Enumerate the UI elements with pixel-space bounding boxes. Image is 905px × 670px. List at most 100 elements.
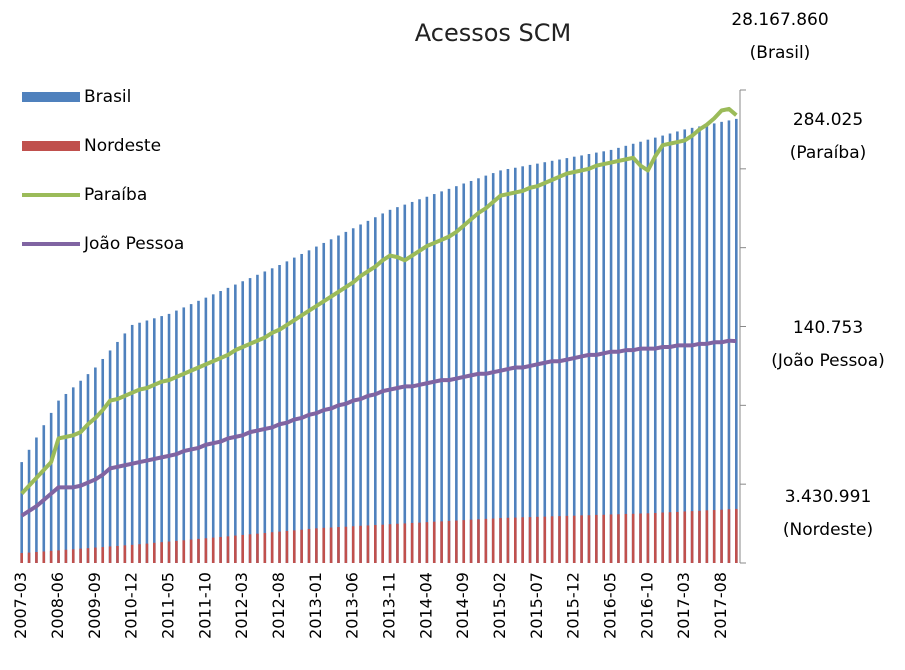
bar [639,141,642,563]
bar [175,540,178,563]
bar [300,253,303,563]
bar [477,178,480,563]
bar [381,213,384,563]
bar [278,531,281,563]
bar [359,525,362,563]
bar [35,437,38,563]
chart-title: Acessos SCM [415,19,571,47]
bar [366,220,370,563]
bar [462,183,466,563]
x-tick-label: 2013-11 [380,572,399,639]
bar [550,516,554,563]
bar [226,287,230,563]
bar [219,536,222,563]
bar [42,551,46,563]
bar [182,307,186,563]
bar [609,149,613,563]
bar [123,333,127,563]
bar [211,537,215,563]
bar [396,523,399,563]
bar [484,518,488,563]
bar [617,514,620,563]
bar [491,518,495,563]
legend-label: Paraíba [84,185,147,205]
bar [300,529,303,563]
bar [71,387,75,563]
bar [403,523,407,563]
bar [307,528,311,563]
bar [359,224,362,563]
bar [116,545,119,563]
bar [101,547,105,563]
annotation-label: (Nordeste) [783,520,873,540]
bar [329,239,333,563]
bar [528,517,532,563]
bar [27,449,31,563]
x-tick-label: 2011-05 [159,572,178,639]
bar [234,284,237,563]
annotation-label: (Brasil) [750,43,811,63]
bar [64,393,68,563]
bar [499,518,502,563]
bar [285,530,289,563]
annotation-value: 284.025 [793,110,863,130]
bar [381,524,384,563]
bar [160,542,163,563]
bar [351,228,355,563]
bar [410,522,414,563]
bar [138,322,141,563]
bar [624,513,628,563]
bar [307,250,311,564]
bar [513,167,517,563]
bar [499,170,502,563]
bar [64,549,68,563]
x-tick-label: 2011-10 [195,572,214,639]
bar [270,268,274,563]
bar [712,510,716,563]
bar [152,318,156,563]
bar [292,530,296,563]
bar [344,231,348,563]
bar [57,400,60,563]
bar [20,462,23,563]
bar [676,511,679,563]
bar [182,540,186,563]
bar [71,549,75,563]
bar [189,539,193,563]
bar [322,527,326,563]
bar [263,271,267,563]
bar [234,535,237,563]
bar [580,515,583,563]
bar [609,514,613,563]
x-tick-label: 2014-09 [453,572,472,639]
bar [403,204,407,564]
bar [116,341,119,563]
bar [631,513,635,563]
bar [248,534,252,563]
bar [94,367,97,563]
bar [285,261,289,563]
bar [241,281,245,563]
bar [79,548,82,563]
bar [167,313,171,563]
bar [219,291,222,563]
bar [263,533,267,563]
bar [27,552,31,563]
bar [388,209,392,563]
bar [595,514,598,563]
bar [653,513,657,563]
bar [469,180,473,563]
x-tick-label: 2010-12 [122,572,141,639]
bar [49,550,53,563]
bar [374,525,377,563]
bar [167,541,171,563]
bar [270,532,274,563]
bar [432,194,436,563]
legend-label: João Pessoa [83,234,184,254]
bar [123,545,127,563]
x-tick-label: 2013-01 [306,572,325,639]
bar [432,521,436,563]
bar [197,300,200,563]
x-tick-label: 2008-06 [48,572,67,639]
bar [189,304,193,563]
